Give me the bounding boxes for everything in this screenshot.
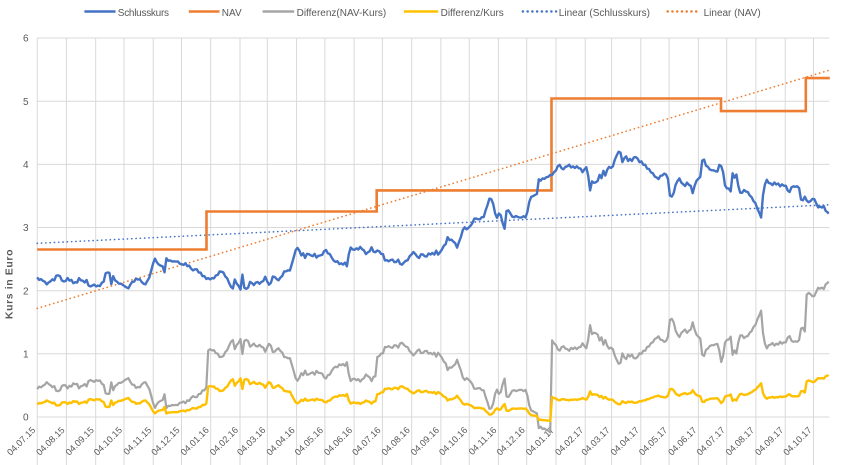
svg-text:NAV: NAV [222, 8, 242, 19]
svg-text:Linear (Schlusskurs): Linear (Schlusskurs) [559, 8, 650, 19]
svg-text:Differenz(NAV-Kurs): Differenz(NAV-Kurs) [297, 8, 387, 19]
svg-text:0: 0 [23, 413, 29, 424]
svg-text:5: 5 [23, 97, 29, 108]
svg-text:4: 4 [23, 160, 29, 171]
svg-text:Schlusskurs: Schlusskurs [118, 8, 169, 19]
svg-text:Linear (NAV): Linear (NAV) [704, 8, 761, 19]
svg-text:Kurs in Euro: Kurs in Euro [4, 249, 16, 319]
svg-text:2: 2 [23, 286, 29, 297]
svg-text:1: 1 [23, 349, 29, 360]
svg-text:Differenz/Kurs: Differenz/Kurs [441, 8, 504, 19]
svg-text:6: 6 [23, 34, 29, 45]
svg-text:3: 3 [23, 223, 29, 234]
